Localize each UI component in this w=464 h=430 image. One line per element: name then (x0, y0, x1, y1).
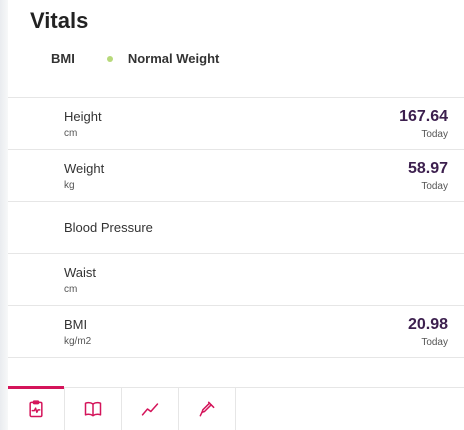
vital-row-bmi[interactable]: BMI kg/m2 20.98 Today (8, 306, 464, 358)
vital-unit: kg/m2 (64, 336, 92, 347)
dropper-icon (199, 401, 215, 417)
page-title: Vitals (30, 8, 89, 33)
vital-row-weight[interactable]: Weight kg 58.97 Today (8, 150, 464, 202)
bmi-status-label: BMI (51, 51, 75, 66)
vital-date: Today (421, 181, 448, 192)
bmi-status: BMI Normal Weight (51, 51, 219, 66)
vital-unit: kg (64, 180, 75, 191)
vital-name: BMI (64, 317, 88, 332)
vital-row-height[interactable]: Height cm 167.64 Today (8, 98, 464, 150)
vitals-content: Vitals BMI Normal Weight Height cm 167.6… (8, 0, 464, 388)
vital-date: Today (421, 129, 448, 140)
vital-row-blood-pressure[interactable]: Blood Pressure (8, 202, 464, 254)
vital-value: 167.64 (399, 108, 448, 125)
vital-value: 20.98 (407, 316, 448, 333)
bmi-status-text: Normal Weight (127, 51, 220, 66)
vital-value: 58.97 (407, 160, 448, 177)
vital-row-waist[interactable]: Waist cm (8, 254, 464, 306)
left-edge-shadow (0, 0, 8, 430)
vitals-list: Height cm 167.64 Today Weight kg 58.97 T… (8, 97, 464, 358)
book-icon (84, 401, 102, 417)
vital-name: Height (64, 109, 102, 124)
tab-trends[interactable] (122, 388, 179, 430)
tab-vitals[interactable] (8, 386, 65, 430)
status-dot-icon (106, 55, 113, 62)
vital-unit: cm (64, 284, 78, 295)
vital-date: Today (421, 337, 448, 348)
clipboard-vitals-icon (29, 400, 43, 418)
tab-labs[interactable] (179, 388, 236, 430)
vital-name: Waist (64, 265, 97, 280)
trend-line-icon (141, 403, 159, 416)
bottom-tab-bar (8, 386, 464, 430)
vital-name: Blood Pressure (64, 220, 153, 235)
tab-journal[interactable] (65, 388, 122, 430)
vital-unit: cm (64, 128, 78, 139)
vital-name: Weight (64, 161, 105, 176)
